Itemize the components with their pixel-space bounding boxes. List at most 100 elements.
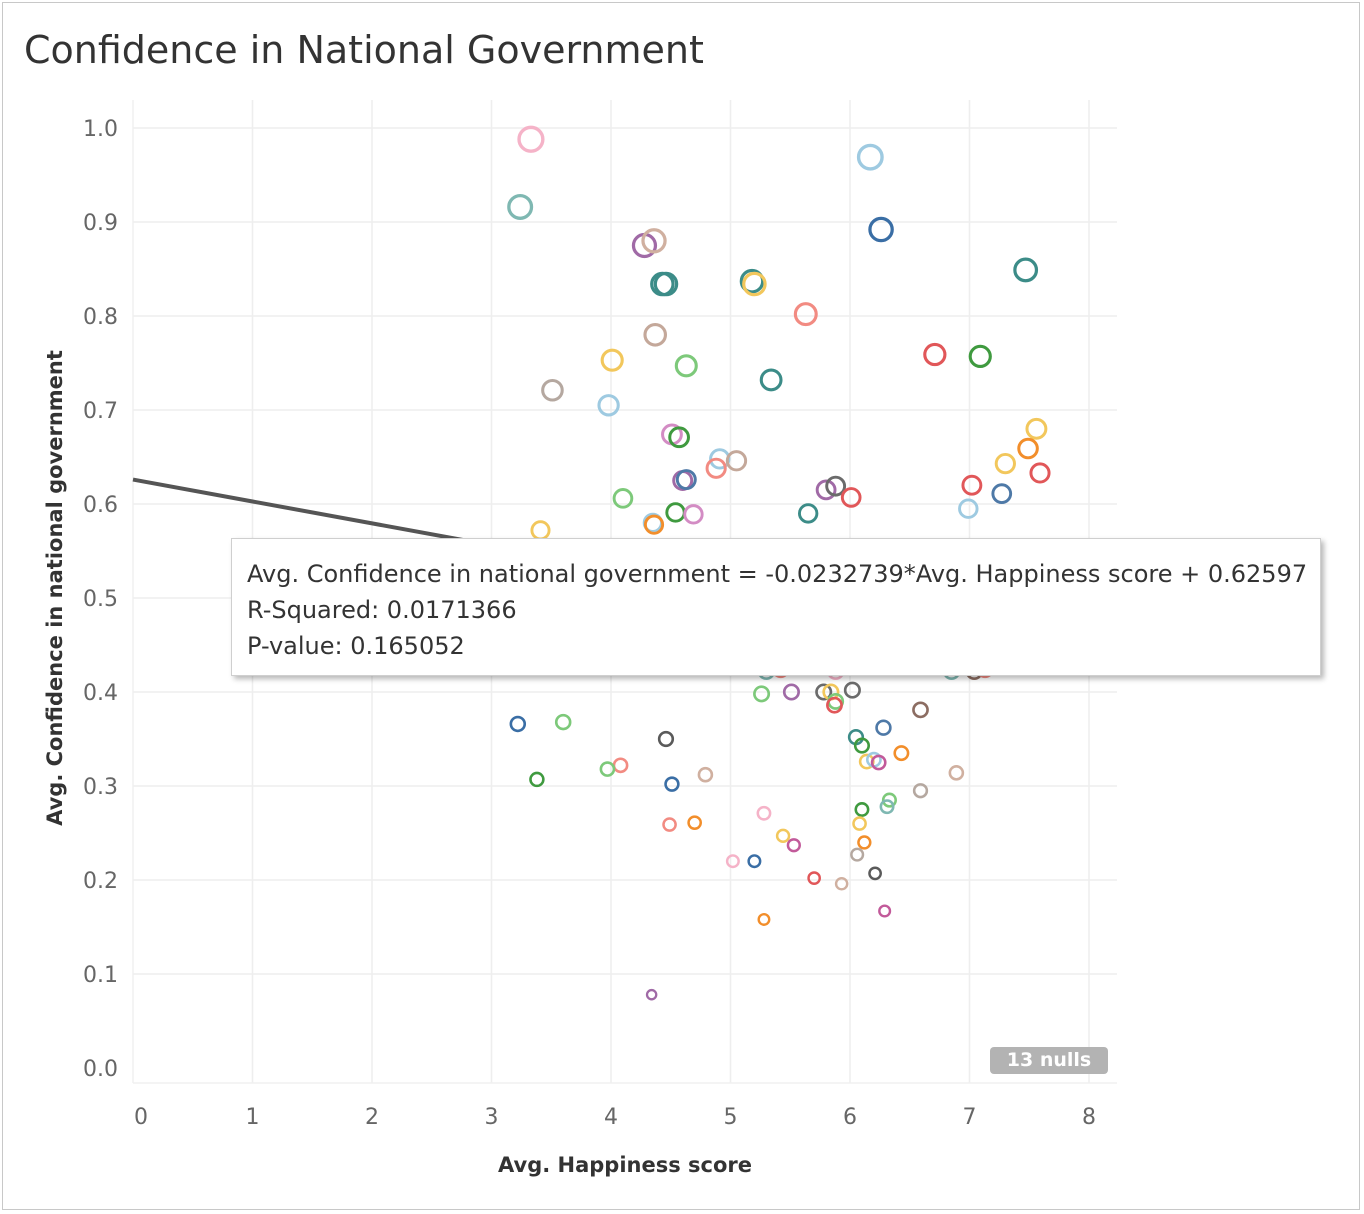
data-point[interactable] bbox=[853, 737, 870, 754]
chart-title: Confidence in National Government bbox=[24, 28, 704, 72]
y-axis-label: Avg. Confidence in national government bbox=[43, 350, 67, 826]
data-point[interactable] bbox=[739, 268, 765, 294]
data-point[interactable] bbox=[856, 143, 884, 171]
y-tick-label: 0.7 bbox=[83, 399, 118, 424]
y-tick-label: 0.9 bbox=[83, 211, 118, 236]
data-point[interactable] bbox=[912, 783, 929, 799]
data-point[interactable] bbox=[653, 271, 679, 297]
nulls-badge[interactable]: 13 nulls bbox=[990, 1047, 1108, 1074]
data-point[interactable] bbox=[775, 828, 791, 844]
data-point[interactable] bbox=[753, 685, 771, 703]
data-point[interactable] bbox=[893, 745, 910, 762]
y-tick-label: 0.6 bbox=[83, 493, 118, 518]
tooltip-r-squared: R-Squared: 0.0171366 bbox=[247, 596, 517, 624]
data-point[interactable] bbox=[675, 469, 697, 491]
data-point[interactable] bbox=[665, 502, 686, 523]
data-point[interactable] bbox=[517, 125, 545, 153]
y-tick-label: 0.8 bbox=[83, 305, 118, 330]
data-point[interactable] bbox=[641, 228, 667, 254]
data-point[interactable] bbox=[705, 457, 727, 479]
data-point[interactable] bbox=[782, 683, 800, 701]
data-point[interactable] bbox=[612, 757, 629, 774]
data-point[interactable] bbox=[597, 394, 620, 417]
data-point[interactable] bbox=[529, 771, 545, 788]
x-tick-label: 5 bbox=[724, 1105, 738, 1130]
data-point[interactable] bbox=[759, 368, 783, 392]
data-point[interactable] bbox=[807, 871, 821, 885]
data-point[interactable] bbox=[948, 765, 965, 781]
data-point[interactable] bbox=[968, 344, 992, 369]
data-point[interactable] bbox=[509, 715, 527, 733]
data-point[interactable] bbox=[1029, 462, 1051, 484]
y-tick-label: 0.5 bbox=[83, 587, 118, 612]
data-point[interactable] bbox=[868, 866, 882, 881]
data-point[interactable] bbox=[599, 761, 616, 777]
x-tick-label: 1 bbox=[246, 1105, 260, 1130]
x-axis-label: Avg. Happiness score bbox=[498, 1153, 752, 1177]
data-point[interactable] bbox=[664, 776, 680, 792]
data-point[interactable] bbox=[815, 683, 833, 701]
x-tick-label: 7 bbox=[963, 1105, 977, 1130]
data-point[interactable] bbox=[786, 838, 801, 853]
data-point[interactable] bbox=[554, 713, 572, 731]
data-point[interactable] bbox=[878, 904, 892, 918]
data-point[interactable] bbox=[994, 452, 1016, 475]
data-point[interactable] bbox=[756, 805, 772, 821]
data-point[interactable] bbox=[668, 426, 690, 449]
data-point[interactable] bbox=[912, 701, 929, 719]
x-tick-label: 6 bbox=[843, 1105, 857, 1130]
x-tick-label: 4 bbox=[604, 1105, 618, 1130]
data-point[interactable] bbox=[662, 817, 677, 832]
data-point[interactable] bbox=[852, 816, 867, 831]
data-point[interactable] bbox=[1025, 417, 1048, 440]
data-point[interactable] bbox=[643, 514, 665, 535]
data-point[interactable] bbox=[747, 854, 762, 869]
data-point[interactable] bbox=[881, 792, 897, 808]
data-point[interactable] bbox=[742, 271, 767, 297]
data-point[interactable] bbox=[850, 847, 865, 862]
data-point[interactable] bbox=[834, 876, 849, 891]
data-point[interactable] bbox=[600, 348, 624, 372]
data-point[interactable] bbox=[868, 216, 894, 243]
data-point[interactable] bbox=[657, 730, 675, 748]
data-point[interactable] bbox=[857, 835, 872, 850]
data-point[interactable] bbox=[826, 696, 843, 714]
data-point[interactable] bbox=[507, 193, 534, 220]
data-point[interactable] bbox=[843, 681, 861, 699]
data-point[interactable] bbox=[923, 342, 947, 367]
data-point[interactable] bbox=[793, 302, 818, 327]
data-point[interactable] bbox=[879, 799, 895, 815]
data-point[interactable] bbox=[840, 487, 862, 508]
y-tick-label: 0.4 bbox=[83, 681, 118, 706]
data-point[interactable] bbox=[815, 479, 837, 501]
data-point[interactable] bbox=[757, 913, 771, 926]
data-point[interactable] bbox=[854, 802, 870, 817]
data-point[interactable] bbox=[875, 719, 892, 736]
data-point[interactable] bbox=[541, 378, 564, 402]
data-point[interactable] bbox=[1017, 437, 1039, 460]
data-point[interactable] bbox=[958, 498, 979, 519]
x-tick-label: 3 bbox=[485, 1105, 499, 1130]
y-tick-label: 0.2 bbox=[83, 869, 118, 894]
data-point[interactable] bbox=[725, 854, 740, 869]
data-point[interactable] bbox=[612, 488, 634, 509]
data-point[interactable] bbox=[643, 322, 668, 347]
data-point[interactable] bbox=[687, 815, 702, 831]
data-point[interactable] bbox=[645, 988, 658, 1001]
data-point[interactable] bbox=[1013, 257, 1039, 283]
data-point[interactable] bbox=[798, 503, 819, 524]
axis-ticks: 0 1 2 3 4 5 6 7 8 0.0 0.1 0.2 0.3 0.4 0.5 0.6 0.7 0.8 0.9 1… bbox=[83, 117, 1096, 1130]
data-point[interactable] bbox=[725, 450, 748, 472]
y-tick-label: 0.3 bbox=[83, 775, 118, 800]
data-point[interactable] bbox=[697, 766, 714, 783]
data-point[interactable] bbox=[674, 354, 698, 378]
data-point[interactable] bbox=[870, 754, 887, 771]
data-point[interactable] bbox=[991, 483, 1013, 505]
x-tick-label: 8 bbox=[1082, 1105, 1096, 1130]
data-point[interactable] bbox=[961, 474, 983, 496]
x-tick-label: 0 bbox=[134, 1105, 148, 1130]
data-point[interactable] bbox=[683, 504, 704, 525]
data-point[interactable] bbox=[825, 475, 847, 497]
data-point[interactable] bbox=[530, 520, 551, 541]
x-tick-label: 2 bbox=[365, 1105, 379, 1130]
